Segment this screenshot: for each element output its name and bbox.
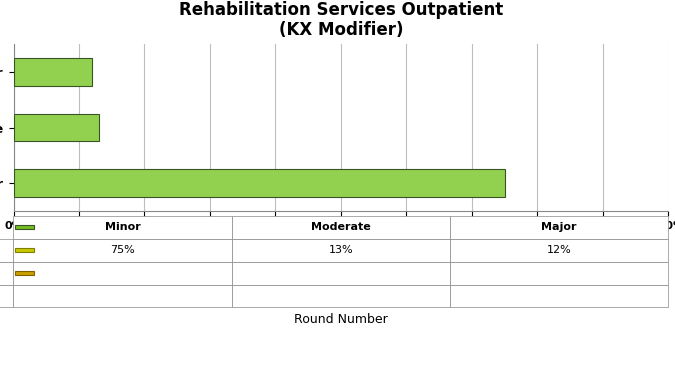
Text: Round Number: Round Number (294, 313, 387, 326)
Title: Rehabilitation Services Outpatient
(KX Modifier): Rehabilitation Services Outpatient (KX M… (179, 1, 503, 39)
Bar (14, 58, 92, 86)
FancyBboxPatch shape (15, 271, 34, 275)
Bar (14, 114, 99, 142)
FancyBboxPatch shape (15, 248, 34, 252)
FancyBboxPatch shape (15, 225, 34, 230)
Bar (14, 169, 504, 197)
